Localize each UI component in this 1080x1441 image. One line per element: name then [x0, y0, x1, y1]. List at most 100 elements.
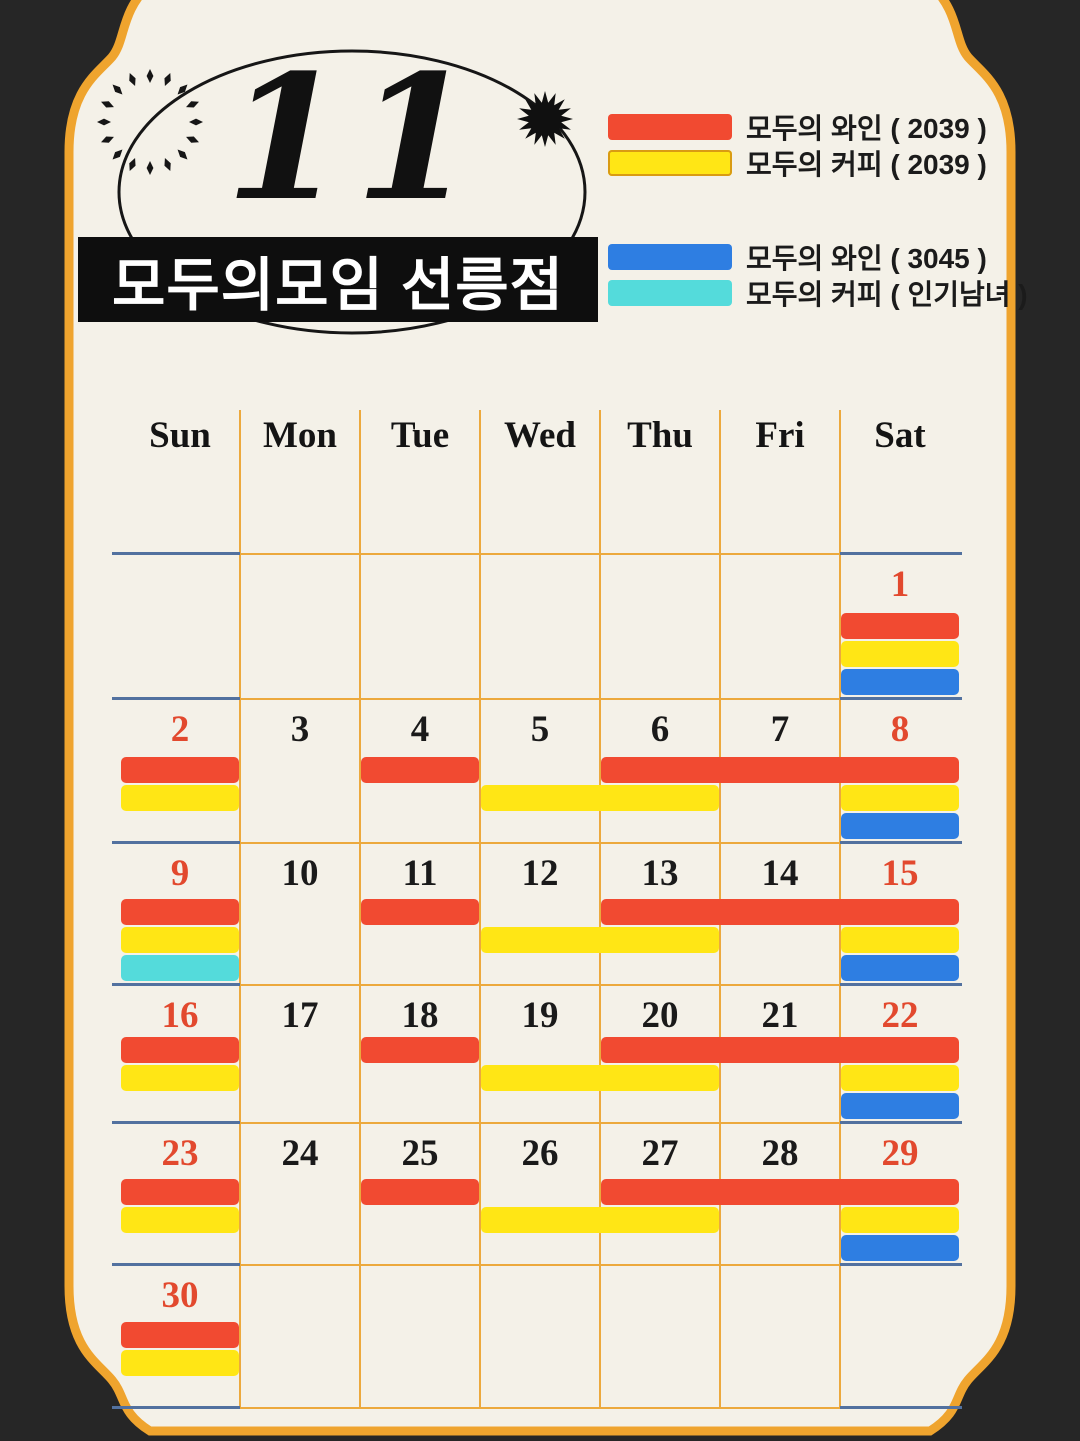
grid-hline-weekdays: [240, 1264, 840, 1266]
event-bar-coffee2039: [121, 1065, 239, 1091]
dash-mark-icon: [189, 118, 203, 126]
event-bar-wine2039: [121, 1179, 239, 1205]
legend-item-coffeePop: 모두의 커피 ( 인기남녀 ): [608, 279, 1028, 310]
date-number: 25: [401, 1133, 439, 1174]
legend-label: 모두의 와인 ( 2039 ): [746, 113, 987, 144]
grid-hline-sat: [840, 1406, 962, 1409]
grid-hline-sun: [112, 841, 240, 844]
grid-hline-sun: [112, 983, 240, 986]
dash-mark-icon: [186, 101, 199, 108]
event-bar-wine3045: [841, 813, 959, 839]
date-number: 11: [402, 853, 438, 894]
event-bar-coffee2039: [481, 1207, 719, 1233]
grid-vline: [359, 410, 361, 1407]
grid-vline: [239, 410, 241, 1407]
event-bar-coffee2039: [121, 927, 239, 953]
date-number: 2: [170, 709, 190, 750]
date-number: 6: [650, 709, 670, 750]
dash-burst-icon: [97, 69, 203, 175]
grid-hline-weekdays: [240, 1122, 840, 1124]
date-number: 19: [521, 995, 559, 1036]
date-number: 12: [521, 853, 559, 894]
event-bar-wine2039: [361, 1179, 479, 1205]
event-bar-wine2039: [601, 1037, 959, 1063]
grid-hline-weekdays: [240, 842, 840, 844]
event-bar-wine2039: [121, 757, 239, 783]
event-bar-wine2039: [361, 757, 479, 783]
grid-hline-sat: [840, 1121, 962, 1124]
legend-item-wine3045: 모두의 와인 ( 3045 ): [608, 243, 987, 274]
grid-hline-weekdays: [240, 698, 840, 700]
date-number: 14: [761, 853, 799, 894]
event-bar-wine2039: [121, 899, 239, 925]
dash-mark-icon: [164, 73, 171, 86]
ellipse-outline-icon: [117, 49, 587, 335]
date-number: 21: [761, 995, 799, 1036]
date-number: 24: [281, 1133, 319, 1174]
event-bar-wine2039: [361, 899, 479, 925]
date-number: 9: [170, 853, 190, 894]
event-bar-coffee2039: [841, 1207, 959, 1233]
legend-item-wine2039: 모두의 와인 ( 2039 ): [608, 113, 987, 144]
event-bar-coffee2039: [481, 785, 719, 811]
date-number: 15: [881, 853, 919, 894]
grid-hline-weekdays: [240, 984, 840, 986]
month-number: 11: [225, 36, 485, 239]
event-bar-coffee2039: [841, 1065, 959, 1091]
event-bar-wine2039: [601, 1179, 959, 1205]
date-number: 17: [281, 995, 319, 1036]
grid-hline-sat: [840, 1263, 962, 1266]
dash-mark-icon: [129, 73, 136, 86]
dash-mark-icon: [146, 161, 154, 175]
grid-hline-sun: [112, 1406, 240, 1409]
date-number: 8: [890, 709, 910, 750]
grid-hline-sun: [112, 1263, 240, 1266]
event-bar-coffee2039: [121, 785, 239, 811]
grid-hline-sun: [112, 697, 240, 700]
date-number: 27: [641, 1133, 679, 1174]
dash-mark-icon: [177, 149, 188, 160]
dash-mark-icon: [164, 158, 171, 171]
grid-vline: [599, 410, 601, 1407]
date-number: 5: [530, 709, 550, 750]
day-header-mon: Mon: [263, 415, 337, 456]
date-number: 10: [281, 853, 319, 894]
day-header-sat: Sat: [874, 415, 926, 456]
dash-mark-icon: [129, 158, 136, 171]
event-bar-wine2039: [601, 757, 959, 783]
date-number: 16: [161, 995, 199, 1036]
grid-hline-sat: [840, 841, 962, 844]
dash-mark-icon: [146, 69, 154, 83]
legend-label: 모두의 커피 ( 인기남녀 ): [746, 279, 1028, 310]
event-bar-coffee2039: [121, 1207, 239, 1233]
date-number: 7: [770, 709, 790, 750]
date-number: 1: [890, 564, 910, 605]
legend-swatch-coffeePop: [608, 280, 732, 306]
grid-hline-weekdays: [240, 1407, 840, 1409]
date-number: 20: [641, 995, 679, 1036]
event-bar-wine3045: [841, 1093, 959, 1119]
date-number: 13: [641, 853, 679, 894]
event-bar-coffee2039: [841, 785, 959, 811]
card-plaque: [64, 0, 1016, 1436]
date-number: 3: [290, 709, 310, 750]
legend-label: 모두의 와인 ( 3045 ): [746, 243, 987, 274]
event-bar-wine3045: [841, 1235, 959, 1261]
grid-vline: [479, 410, 481, 1407]
dash-mark-icon: [101, 136, 114, 143]
dash-mark-icon: [112, 84, 123, 95]
day-header-fri: Fri: [755, 415, 805, 456]
grid-hline-weekdays: [240, 553, 840, 555]
day-header-sun: Sun: [149, 415, 211, 456]
date-number: 30: [161, 1275, 199, 1316]
event-bar-wine2039: [841, 613, 959, 639]
event-bar-wine3045: [841, 955, 959, 981]
grid-hline-sun: [112, 552, 240, 555]
date-number: 29: [881, 1133, 919, 1174]
grid-hline-sun: [112, 1121, 240, 1124]
event-bar-wine2039: [121, 1037, 239, 1063]
date-number: 28: [761, 1133, 799, 1174]
